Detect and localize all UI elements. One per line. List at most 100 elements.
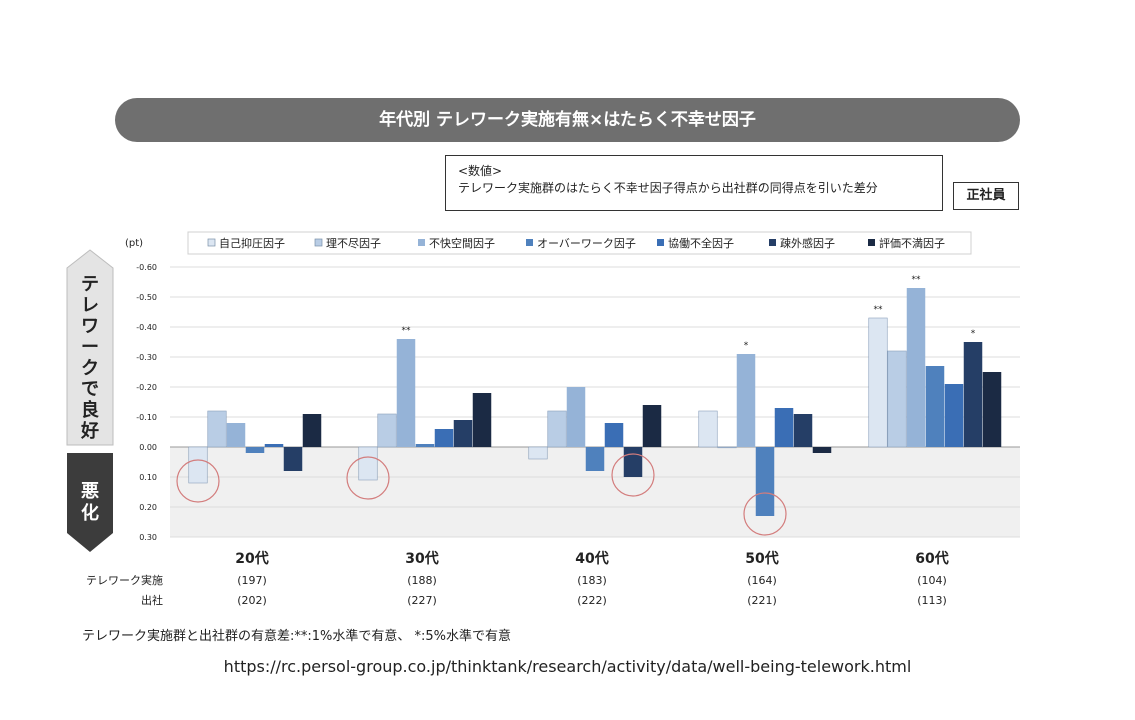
y-tick-label: 0.30	[139, 533, 157, 542]
bar	[207, 410, 227, 448]
legend-swatch	[868, 239, 875, 246]
side-label-good-char: ワ	[81, 316, 99, 337]
bar	[358, 446, 378, 481]
chart-title-banner: 年代別 テレワーク実施有無×はたらく不幸せ因子	[115, 98, 1020, 142]
bar	[585, 447, 605, 471]
bar	[774, 408, 794, 447]
legend	[187, 231, 972, 255]
legend-swatch	[207, 238, 216, 247]
telework-count: (164)	[747, 574, 777, 587]
category-label: 50代	[745, 550, 778, 567]
note-heading: <数値>	[458, 164, 503, 178]
y-tick-label: -0.60	[136, 263, 157, 272]
y-tick-label: -0.10	[136, 413, 157, 422]
telework-count: (104)	[917, 574, 947, 587]
bar	[982, 372, 1002, 447]
bar	[812, 447, 832, 453]
bar	[188, 446, 208, 484]
legend-label: 理不尽因子	[326, 237, 381, 250]
legend-label: オーバーワーク因子	[537, 237, 636, 250]
bar	[604, 423, 624, 447]
side-label-good-char: テ	[81, 274, 99, 295]
y-unit-label: (pt)	[125, 238, 143, 249]
y-tick-label: 0.00	[139, 443, 157, 452]
bar	[472, 393, 492, 447]
significance-mark: **	[402, 326, 412, 336]
bar	[245, 447, 265, 453]
bar	[528, 446, 548, 460]
bar	[793, 414, 813, 447]
telework-row-label: テレワーク実施	[86, 573, 163, 587]
legend-label: 疎外感因子	[780, 237, 835, 250]
source-url: https://rc.persol-group.co.jp/thinktank/…	[223, 657, 912, 676]
office-count: (222)	[577, 594, 607, 607]
legend-swatch	[526, 239, 533, 246]
bar	[698, 410, 718, 448]
telework-count: (183)	[577, 574, 607, 587]
bar	[264, 444, 284, 447]
bar	[283, 447, 303, 471]
office-count: (221)	[747, 594, 777, 607]
significance-mark: *	[971, 329, 976, 339]
y-tick-label: 0.20	[139, 503, 157, 512]
legend-label: 不快空間因子	[429, 236, 495, 250]
office-count: (202)	[237, 594, 267, 607]
legend-label: 協働不全因子	[668, 236, 734, 250]
bar	[566, 387, 586, 447]
highlight-circle	[743, 492, 787, 536]
significance-mark: **	[912, 275, 922, 285]
side-label-bad-char: 化	[81, 502, 99, 524]
highlight-circle	[176, 459, 220, 503]
chart-title: 年代別 テレワーク実施有無×はたらく不幸せ因子	[379, 110, 756, 130]
category-label: 40代	[575, 550, 608, 567]
telework-count: (188)	[407, 574, 437, 587]
bar	[302, 414, 322, 447]
legend-swatch	[769, 239, 776, 246]
telework-count: (197)	[237, 574, 267, 587]
better-arrow	[66, 249, 114, 446]
category-label: 30代	[405, 550, 438, 567]
y-tick-label: 0.10	[139, 473, 157, 482]
value-note-box: <数値> テレワーク実施群のはたらく不幸せ因子得点から出社群の同得点を引いた差分	[445, 155, 943, 211]
side-label-good-char: ー	[81, 337, 99, 358]
side-label-good-char: 良	[81, 399, 99, 421]
bar	[906, 288, 926, 447]
legend-swatch	[314, 238, 323, 247]
side-label-bad-char: 悪	[81, 481, 99, 502]
y-tick-label: -0.20	[136, 383, 157, 392]
bar	[755, 447, 775, 516]
employee-type-badge: 正社員	[953, 182, 1019, 210]
bar	[717, 446, 737, 449]
side-label-good-char: レ	[81, 295, 99, 316]
bar	[396, 339, 416, 447]
y-tick-label: -0.30	[136, 353, 157, 362]
bar	[642, 405, 662, 447]
bar	[547, 410, 567, 448]
bar	[453, 420, 473, 447]
bar	[963, 342, 983, 447]
employee-type-label: 正社員	[966, 188, 1006, 203]
bar	[887, 350, 907, 448]
category-label: 60代	[915, 550, 948, 567]
bar	[925, 366, 945, 447]
significance-mark: **	[874, 305, 884, 315]
significance-mark: *	[744, 341, 749, 351]
highlight-circle	[611, 453, 655, 497]
legend-label: 自己抑圧因子	[219, 236, 285, 250]
side-label-good-char: で	[81, 379, 99, 400]
legend-swatch	[418, 239, 425, 246]
bar	[868, 317, 888, 448]
legend-swatch	[657, 239, 664, 246]
bar	[736, 354, 756, 447]
office-count: (227)	[407, 594, 437, 607]
side-label-good-char: 好	[80, 420, 99, 442]
bar	[415, 444, 435, 447]
y-tick-label: -0.40	[136, 323, 157, 332]
bar	[434, 429, 454, 447]
bar	[377, 413, 397, 448]
office-row-label: 出社	[141, 593, 163, 607]
bar	[944, 384, 964, 447]
note-description: テレワーク実施群のはたらく不幸せ因子得点から出社群の同得点を引いた差分	[458, 181, 878, 195]
category-label: 20代	[235, 550, 268, 567]
